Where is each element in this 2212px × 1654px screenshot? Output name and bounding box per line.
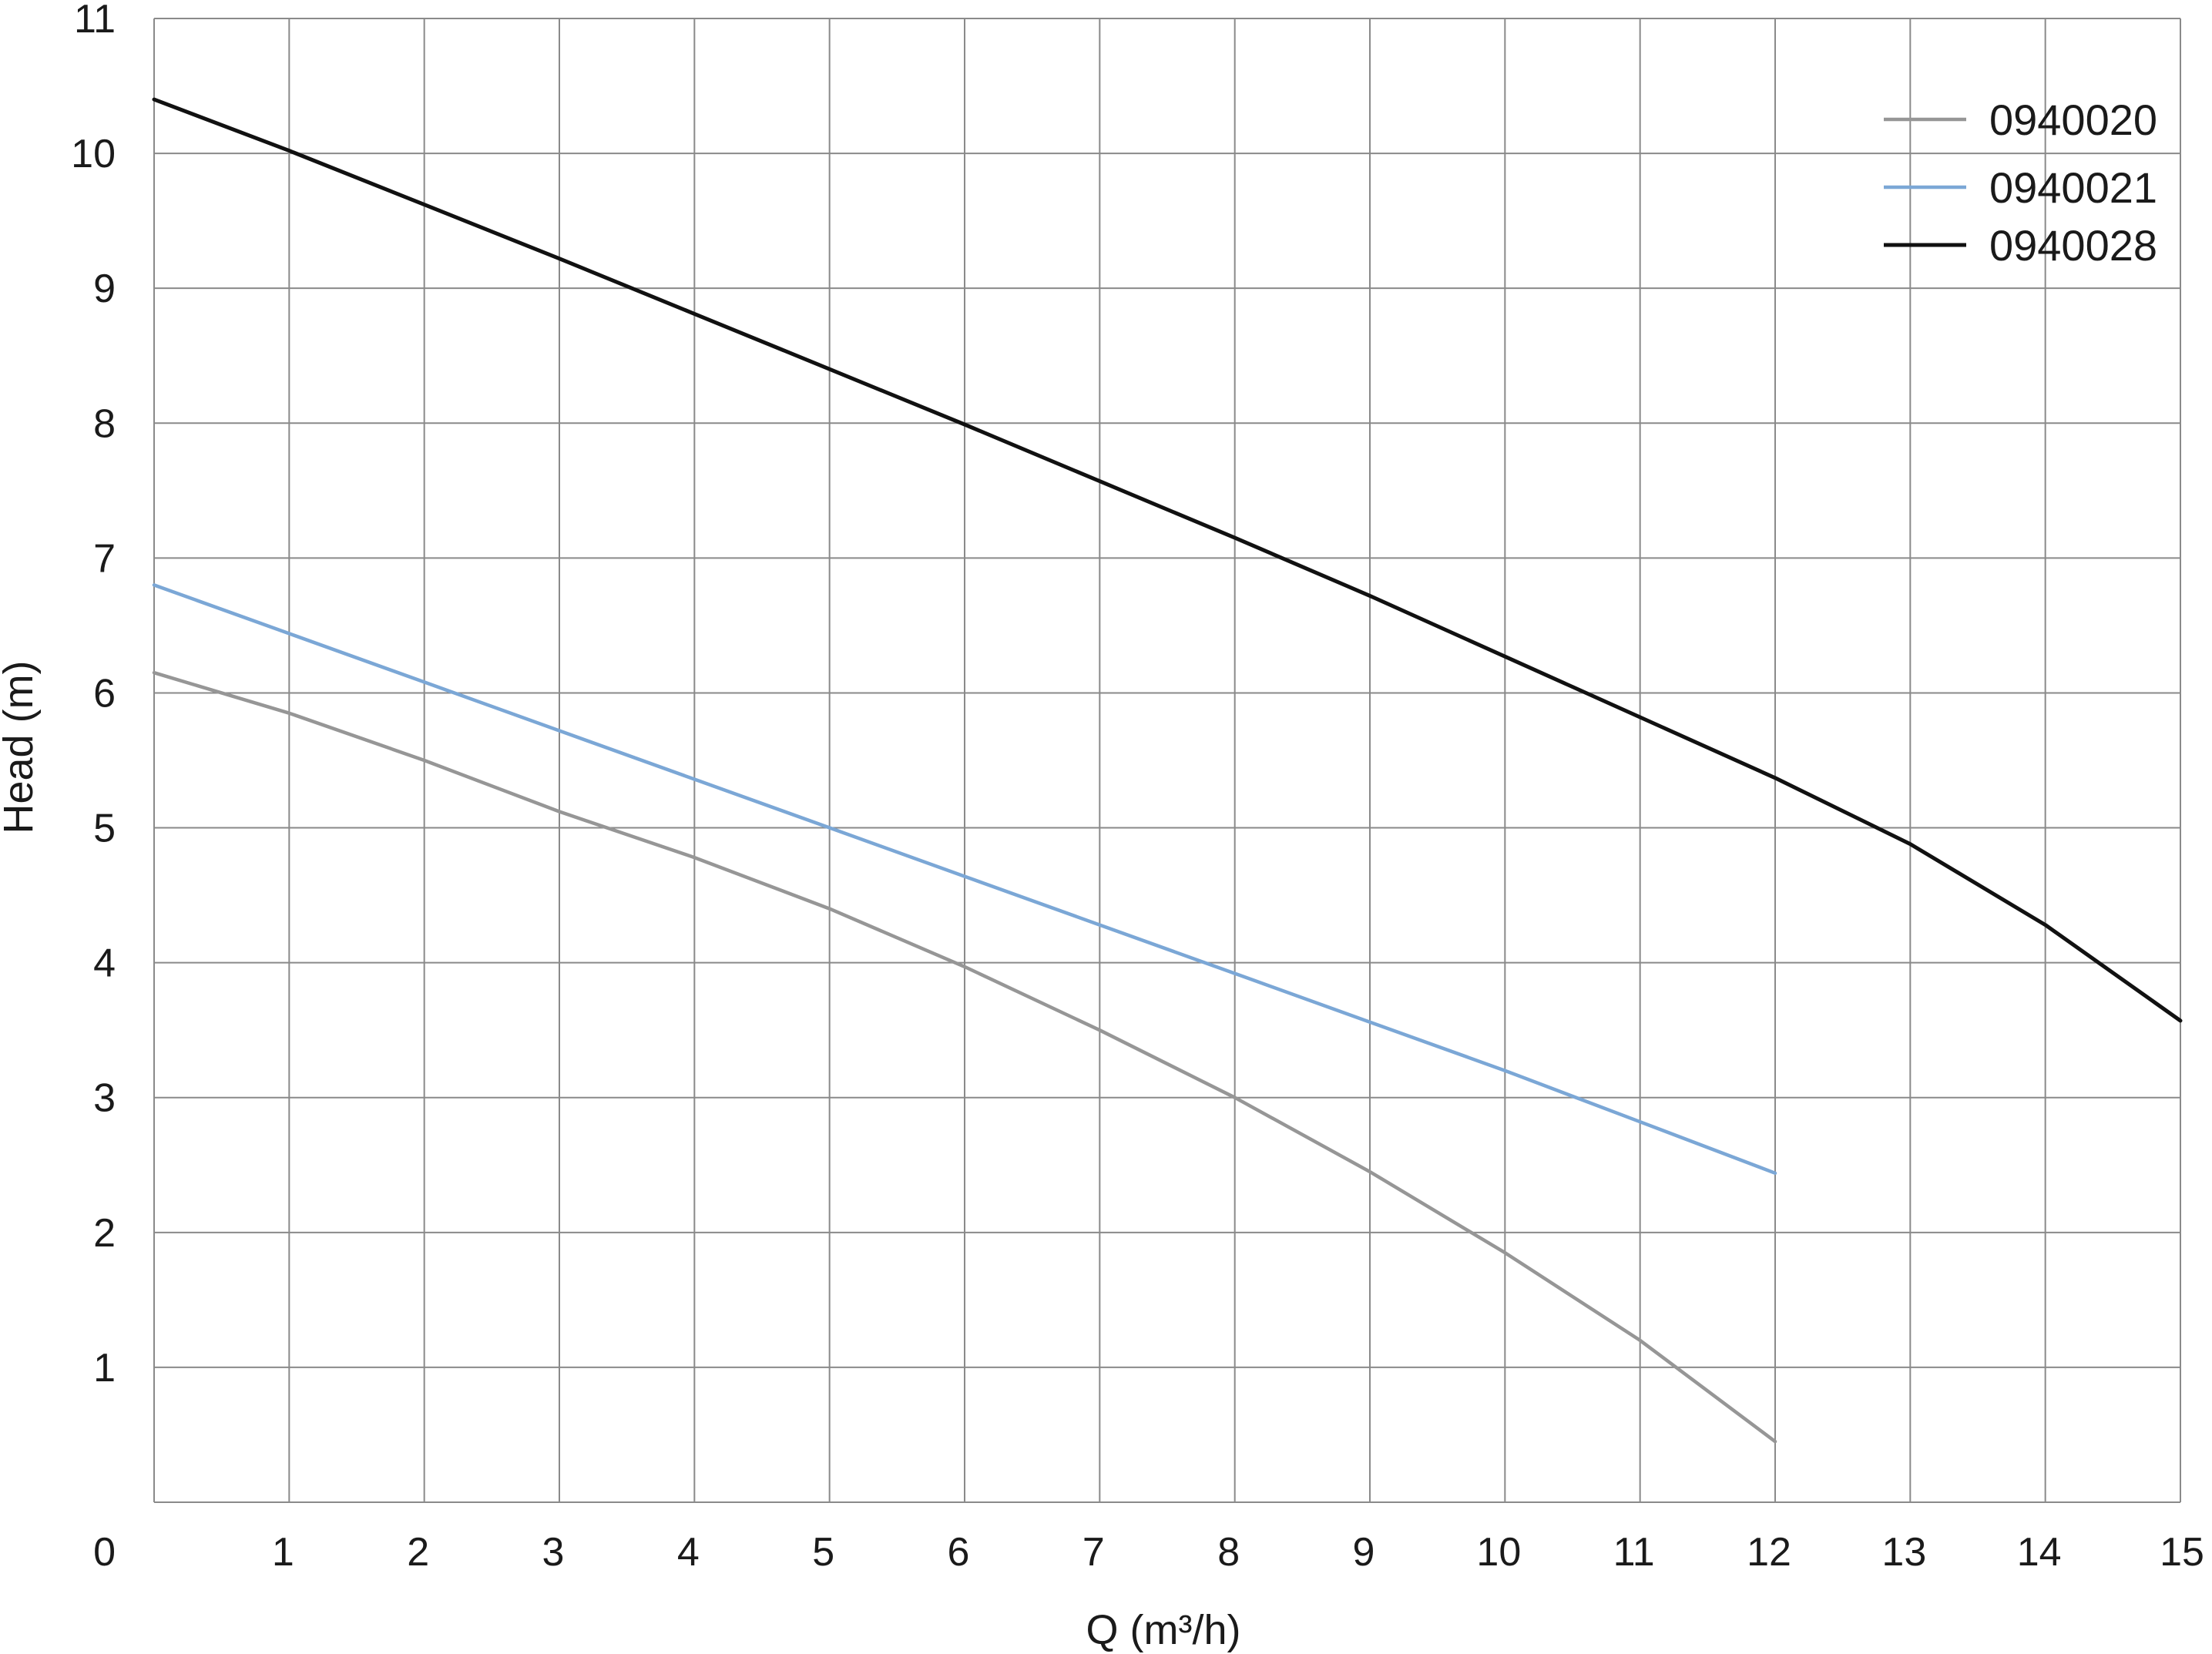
- x-tick-label: 12: [1747, 1530, 1791, 1575]
- series-line-0940020: [152, 670, 1777, 1444]
- x-tick-label: 4: [677, 1530, 700, 1575]
- x-tick-label: 7: [1083, 1530, 1105, 1575]
- y-tick-label: 0: [93, 1530, 116, 1575]
- x-tick-labels: 1 2 3 4 5 6 7 8 9 10 11 12 13 14 15: [272, 1530, 2204, 1575]
- x-tick-label: 8: [1217, 1530, 1240, 1575]
- y-tick-label: 9: [93, 267, 116, 311]
- x-tick-label: 11: [1613, 1530, 1655, 1575]
- series-line-0940021: [152, 583, 1777, 1176]
- x-tick-label: 15: [2160, 1530, 2204, 1575]
- x-axis-title: Q (m³/h): [1086, 1607, 1241, 1653]
- x-tick-label: 6: [948, 1530, 970, 1575]
- y-tick-label: 4: [93, 941, 116, 986]
- legend: 0940020 0940021 0940028: [1884, 96, 2157, 270]
- x-tick-label: 5: [812, 1530, 834, 1575]
- grid: [153, 18, 2181, 1503]
- y-tick-label: 5: [93, 807, 116, 851]
- y-axis-title: Head (m): [0, 660, 42, 834]
- legend-label: 0940021: [1989, 163, 2157, 212]
- y-tick-labels: 0 1 2 3 4 5 6 7 8 9 10 11: [71, 0, 116, 1575]
- legend-label: 0940028: [1989, 221, 2157, 270]
- y-tick-label: 10: [71, 132, 116, 176]
- x-tick-label: 14: [2017, 1530, 2062, 1575]
- y-tick-label: 11: [74, 0, 116, 42]
- y-tick-label: 2: [93, 1211, 116, 1256]
- x-tick-label: 13: [1881, 1530, 1926, 1575]
- x-tick-label: 1: [272, 1530, 294, 1575]
- x-tick-label: 10: [1476, 1530, 1521, 1575]
- y-tick-label: 3: [93, 1076, 116, 1121]
- series-line-0940028: [152, 97, 2183, 1023]
- y-tick-label: 1: [93, 1346, 116, 1391]
- y-tick-label: 8: [93, 401, 116, 446]
- y-tick-label: 7: [93, 536, 116, 581]
- x-tick-label: 3: [542, 1530, 565, 1575]
- y-tick-label: 6: [93, 671, 116, 716]
- x-tick-label: 9: [1353, 1530, 1375, 1575]
- series-lines: [152, 97, 2183, 1444]
- x-tick-label: 2: [407, 1530, 429, 1575]
- legend-label: 0940020: [1989, 96, 2157, 144]
